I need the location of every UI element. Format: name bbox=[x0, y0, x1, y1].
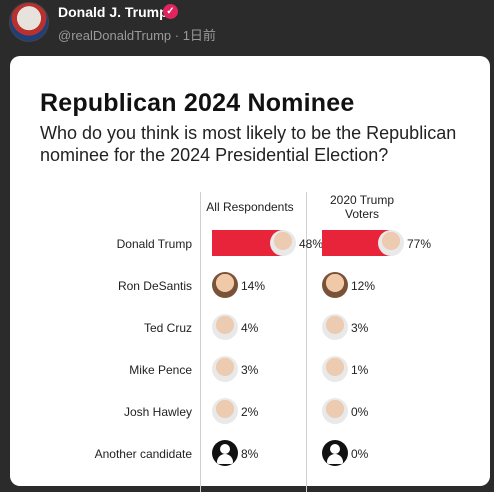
data-label: 0% bbox=[351, 447, 369, 461]
anonymous-person-icon bbox=[322, 440, 348, 466]
category-label: Mike Pence bbox=[129, 363, 192, 377]
data-label: 1% bbox=[351, 363, 369, 377]
column-divider bbox=[306, 192, 307, 492]
data-label: 3% bbox=[241, 363, 259, 377]
data-label: 3% bbox=[351, 321, 369, 335]
candidate-photo-icon bbox=[212, 356, 238, 382]
column-divider bbox=[200, 192, 201, 492]
anonymous-person-icon bbox=[212, 440, 238, 466]
avatar[interactable] bbox=[9, 2, 49, 42]
candidate-photo-icon bbox=[378, 230, 404, 256]
data-label: 48% bbox=[299, 237, 324, 251]
post-image-card[interactable]: Republican 2024 Nominee Who do you think… bbox=[10, 56, 490, 492]
candidate-photo-icon bbox=[322, 356, 348, 382]
series-header-trump-voters: 2020 Trump Voters bbox=[329, 193, 395, 221]
series-header-all: All Respondents bbox=[206, 200, 294, 214]
category-label: Ron DeSantis bbox=[117, 279, 192, 293]
post-header: Donald J. Trump ✓ @realDonaldTrump · 1日前 bbox=[0, 0, 494, 50]
author-handle[interactable]: @realDonaldTrump · 1日前 bbox=[58, 28, 216, 43]
data-label: 14% bbox=[241, 279, 266, 293]
candidate-photo-icon bbox=[270, 230, 296, 256]
category-label: Donald Trump bbox=[116, 237, 192, 251]
candidate-photo-icon bbox=[212, 398, 238, 424]
verified-badge-icon: ✓ bbox=[163, 4, 178, 19]
data-label: 2% bbox=[241, 405, 259, 419]
category-label: Ted Cruz bbox=[143, 321, 192, 335]
candidate-photo-icon bbox=[322, 398, 348, 424]
candidate-photo-icon bbox=[212, 272, 238, 298]
data-label: 77% bbox=[407, 237, 432, 251]
candidate-photo-icon bbox=[322, 272, 348, 298]
candidate-photo-icon bbox=[212, 314, 238, 340]
category-label: Josh Hawley bbox=[123, 405, 192, 419]
chart-title: Republican 2024 Nominee bbox=[40, 89, 355, 117]
author-name[interactable]: Donald J. Trump bbox=[58, 4, 168, 20]
data-label: 0% bbox=[351, 405, 369, 419]
data-label: 8% bbox=[241, 447, 259, 461]
candidate-photo-icon bbox=[322, 314, 348, 340]
category-label: Another candidate bbox=[94, 447, 192, 461]
data-label: 12% bbox=[351, 279, 376, 293]
data-label: 4% bbox=[241, 321, 259, 335]
chart-subtitle: Who do you think is most likely to be th… bbox=[40, 123, 457, 165]
